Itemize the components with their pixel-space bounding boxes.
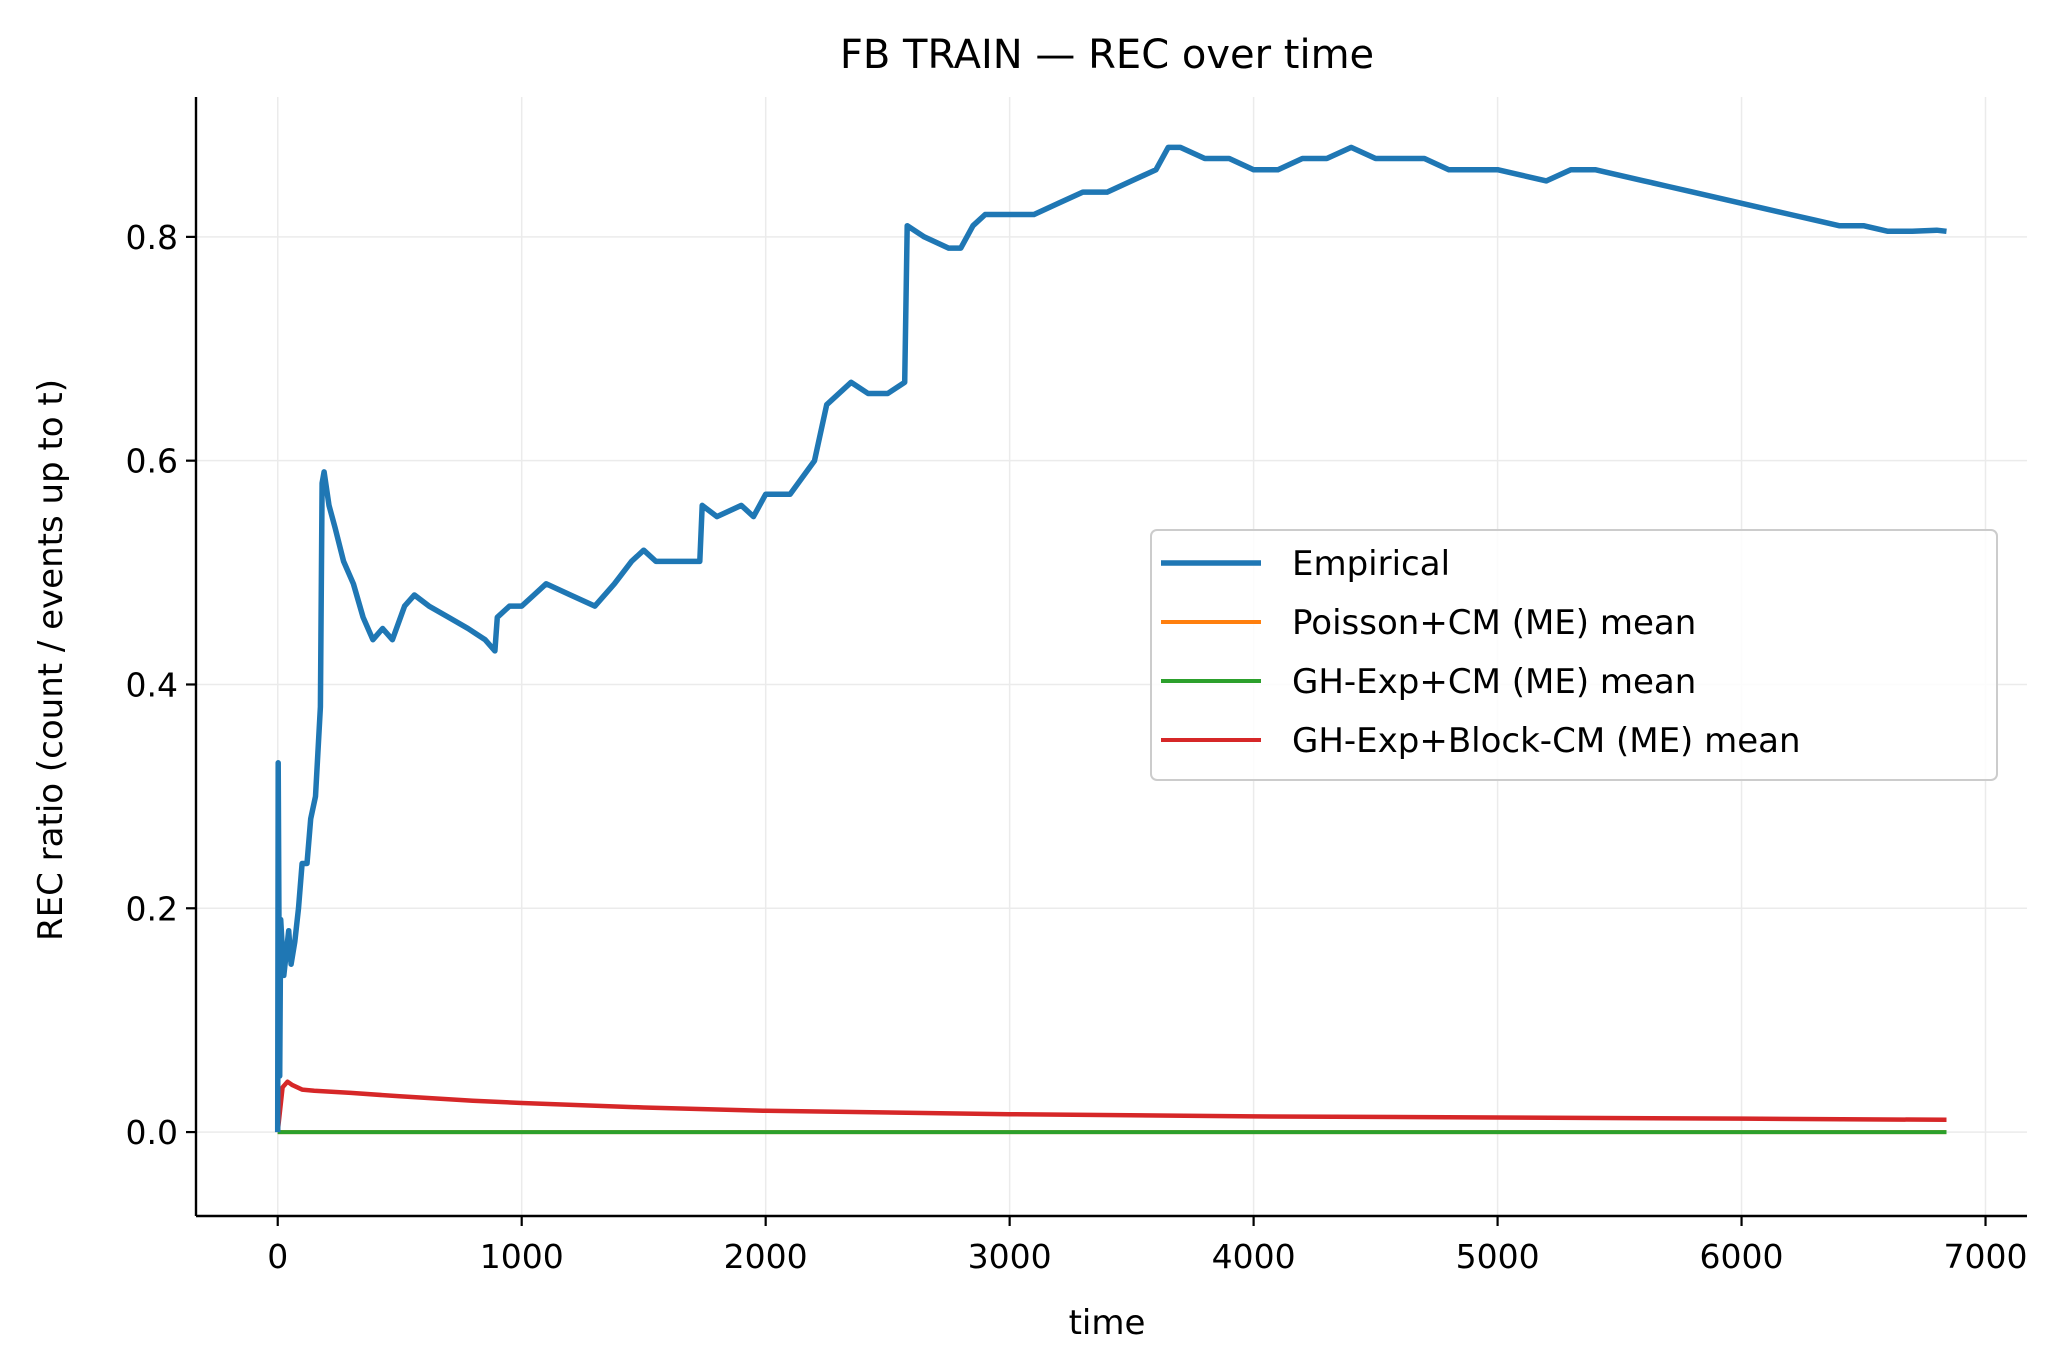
series-layer	[274, 144, 1947, 1135]
x-tick-label: 0	[267, 1237, 288, 1276]
legend-label: GH-Exp+Block-CM (ME) mean	[1292, 721, 1801, 761]
legend-label: Empirical	[1292, 544, 1450, 584]
x-tick-label: 6000	[1700, 1237, 1784, 1276]
chart-title: FB TRAIN — REC over time	[840, 32, 1374, 78]
y-tick-label: 0.6	[126, 442, 178, 481]
y-tick-label: 0.8	[126, 218, 178, 257]
y-tick-label: 0.0	[126, 1113, 178, 1152]
legend: Empirical Poisson+CM (ME) mean GH-Exp+CM (…	[1150, 529, 1998, 781]
x-axis-label: time	[1069, 1303, 1146, 1343]
y-tick-label: 0.2	[126, 889, 178, 928]
axes	[194, 97, 2027, 1218]
legend-label: Poisson+CM (ME) mean	[1292, 603, 1696, 643]
y-axis-label: REC ratio (count / events up to t)	[31, 379, 71, 941]
series-line-empirical	[274, 144, 1947, 1133]
x-tick-label: 7000	[1944, 1237, 2028, 1276]
x-tick-label: 4000	[1212, 1237, 1296, 1276]
x-tick-label: 5000	[1456, 1237, 1540, 1276]
y-tick-label: 0.4	[126, 665, 178, 704]
x-tick-label: 2000	[724, 1237, 808, 1276]
x-tick-label: 3000	[968, 1237, 1052, 1276]
ticks: 0 1000 2000 3000 4000 5000 6000 7000 0.0 0.2 0.4 0.…	[126, 218, 2028, 1276]
legend-label: GH-Exp+CM (ME) mean	[1292, 662, 1696, 702]
x-tick-label: 1000	[480, 1237, 564, 1276]
series-line-gh-exp-block-cm-me-mean	[275, 1079, 1947, 1133]
legend-box	[1150, 529, 1998, 781]
